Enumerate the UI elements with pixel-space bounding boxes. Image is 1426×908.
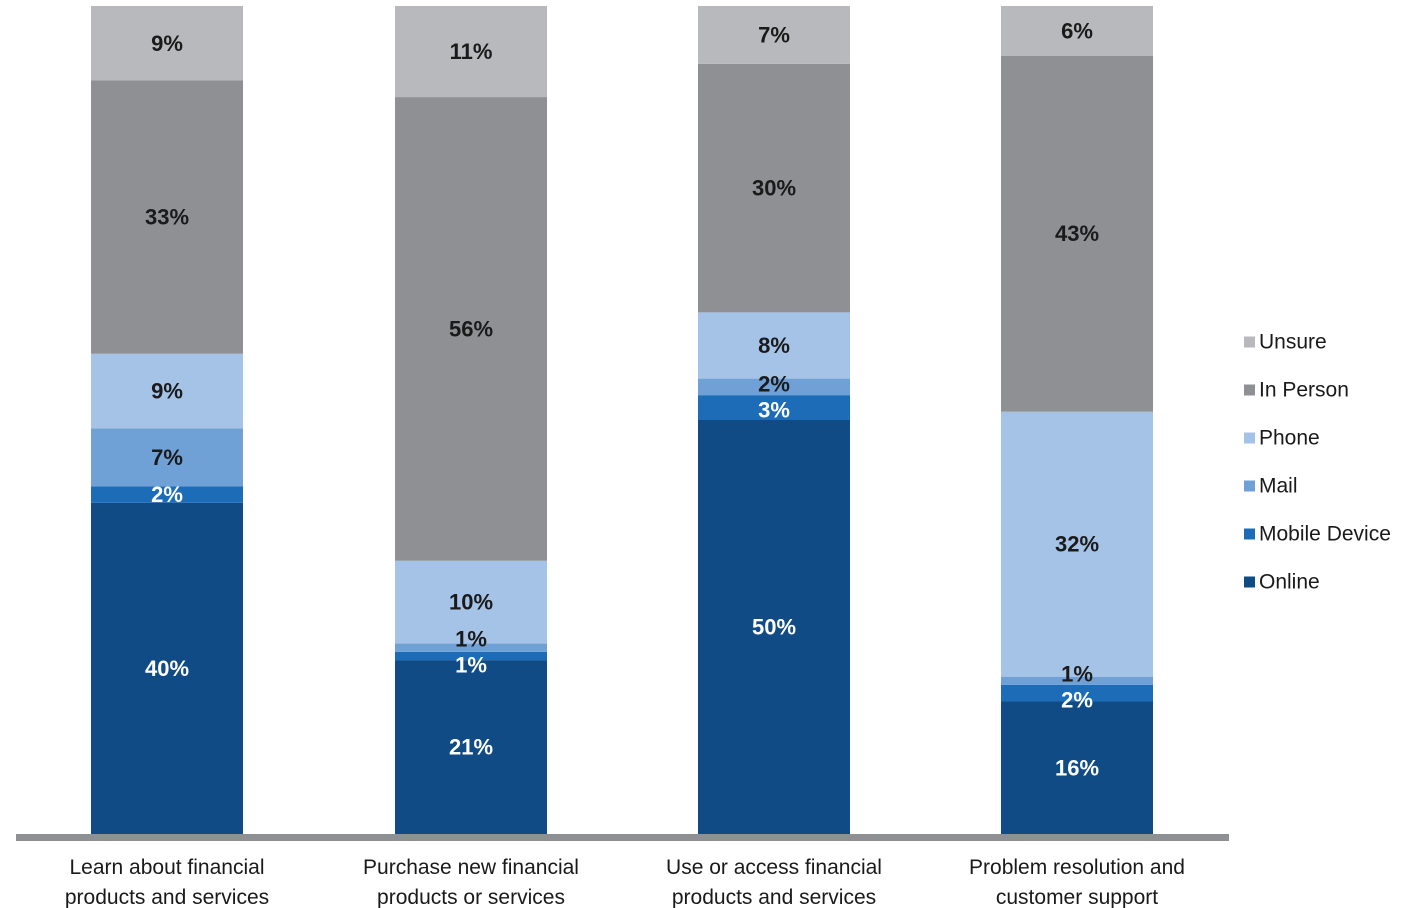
data-label-online-2: 21% [449, 735, 493, 760]
data-label-mobile-device-2: 1% [455, 652, 487, 677]
bar-segment-phone-3 [698, 312, 850, 379]
bar-segment-in-person-4 [1001, 55, 1153, 412]
category-label-2: Purchase new financial products or servic… [363, 856, 579, 908]
bar-segment-online-4 [1001, 701, 1153, 834]
legend-swatch-mail [1244, 480, 1255, 492]
legend-item-in-person: In Person [1244, 379, 1349, 402]
data-label-online-3: 50% [752, 615, 796, 640]
bar-segment-phone-1 [91, 353, 243, 429]
bar-segment-mail-3 [698, 378, 850, 396]
data-label-mail-2: 1% [455, 626, 487, 651]
data-label-mobile-device-1: 2% [151, 482, 183, 507]
bar-segment-unsure-3 [698, 6, 850, 64]
bar-segment-mail-1 [91, 428, 243, 487]
legend-label-in-person: In Person [1259, 379, 1349, 402]
data-label-mail-3: 2% [758, 372, 790, 397]
legend-swatch-unsure [1244, 336, 1255, 348]
bar-segment-in-person-3 [698, 63, 850, 313]
data-label-unsure-1: 9% [151, 31, 183, 56]
segment-labels-group: 40%2%7%9%33%9%21%1%1%10%56%11%50%3%2%8%3… [145, 18, 1099, 780]
data-label-mail-1: 7% [151, 445, 183, 470]
data-label-online-1: 40% [145, 656, 189, 681]
legend-item-mail: Mail [1244, 475, 1298, 498]
legend-swatch-online [1244, 576, 1255, 588]
bar-segment-online-3 [698, 420, 850, 834]
bar-segment-in-person-1 [91, 80, 243, 354]
bar-segment-unsure-2 [395, 6, 547, 98]
legend-item-mobile-device: Mobile Device [1244, 523, 1391, 546]
legend-label-mail: Mail [1259, 475, 1298, 498]
data-label-phone-1: 9% [151, 379, 183, 404]
legend-label-phone: Phone [1259, 427, 1320, 450]
category-label-3: Use or access financial products and serv… [666, 856, 882, 908]
bar-segment-mobile-device-3 [698, 395, 850, 420]
data-label-online-4: 16% [1055, 755, 1099, 780]
legend-swatch-mobile-device [1244, 528, 1255, 540]
bar-segment-online-1 [91, 502, 243, 834]
data-label-in-person-3: 30% [752, 176, 796, 201]
baseline-group [16, 834, 1229, 841]
data-label-unsure-4: 6% [1061, 18, 1093, 43]
bar-segment-in-person-2 [395, 97, 547, 561]
data-label-in-person-4: 43% [1055, 221, 1099, 246]
bar-segment-mobile-device-1 [91, 486, 243, 503]
bar-segment-mobile-device-2 [395, 651, 547, 661]
x-axis-baseline [16, 834, 1229, 841]
bar-segment-online-2 [395, 660, 547, 834]
data-label-mobile-device-3: 3% [758, 398, 790, 423]
legend-swatch-phone [1244, 432, 1255, 444]
data-label-unsure-3: 7% [758, 22, 790, 47]
legend-item-phone: Phone [1244, 427, 1320, 450]
legend-swatch-in-person [1244, 384, 1255, 396]
legend: Unsure In Person Phone Mail Mobile Device Onl… [1244, 331, 1391, 594]
category-label-4: Problem resolution and customer support [969, 856, 1185, 908]
legend-label-unsure: Unsure [1259, 331, 1327, 354]
bar-segment-mobile-device-4 [1001, 684, 1153, 702]
data-label-phone-2: 10% [449, 590, 493, 615]
bar-segment-phone-4 [1001, 411, 1153, 677]
data-label-unsure-2: 11% [450, 39, 493, 64]
bar-segment-mail-2 [395, 643, 547, 652]
data-label-mail-4: 1% [1061, 662, 1093, 687]
data-label-in-person-2: 56% [449, 316, 493, 341]
legend-label-mobile-device: Mobile Device [1259, 523, 1391, 546]
bar-segment-unsure-1 [91, 6, 243, 81]
data-label-phone-4: 32% [1055, 532, 1099, 557]
category-label-1: Learn about financial products and servic… [65, 856, 269, 908]
data-label-mobile-device-4: 2% [1061, 688, 1093, 713]
data-label-phone-3: 8% [758, 333, 790, 358]
bar-segment-mail-4 [1001, 676, 1153, 685]
bars-group [91, 6, 1153, 834]
legend-item-unsure: Unsure [1244, 331, 1327, 354]
data-label-in-person-1: 33% [145, 205, 189, 230]
bar-segment-unsure-4 [1001, 6, 1153, 56]
legend-item-online: Online [1244, 571, 1320, 594]
bar-segment-phone-2 [395, 560, 547, 644]
category-labels-group: Learn about financial products and servic… [65, 856, 1185, 908]
legend-label-online: Online [1259, 571, 1320, 594]
